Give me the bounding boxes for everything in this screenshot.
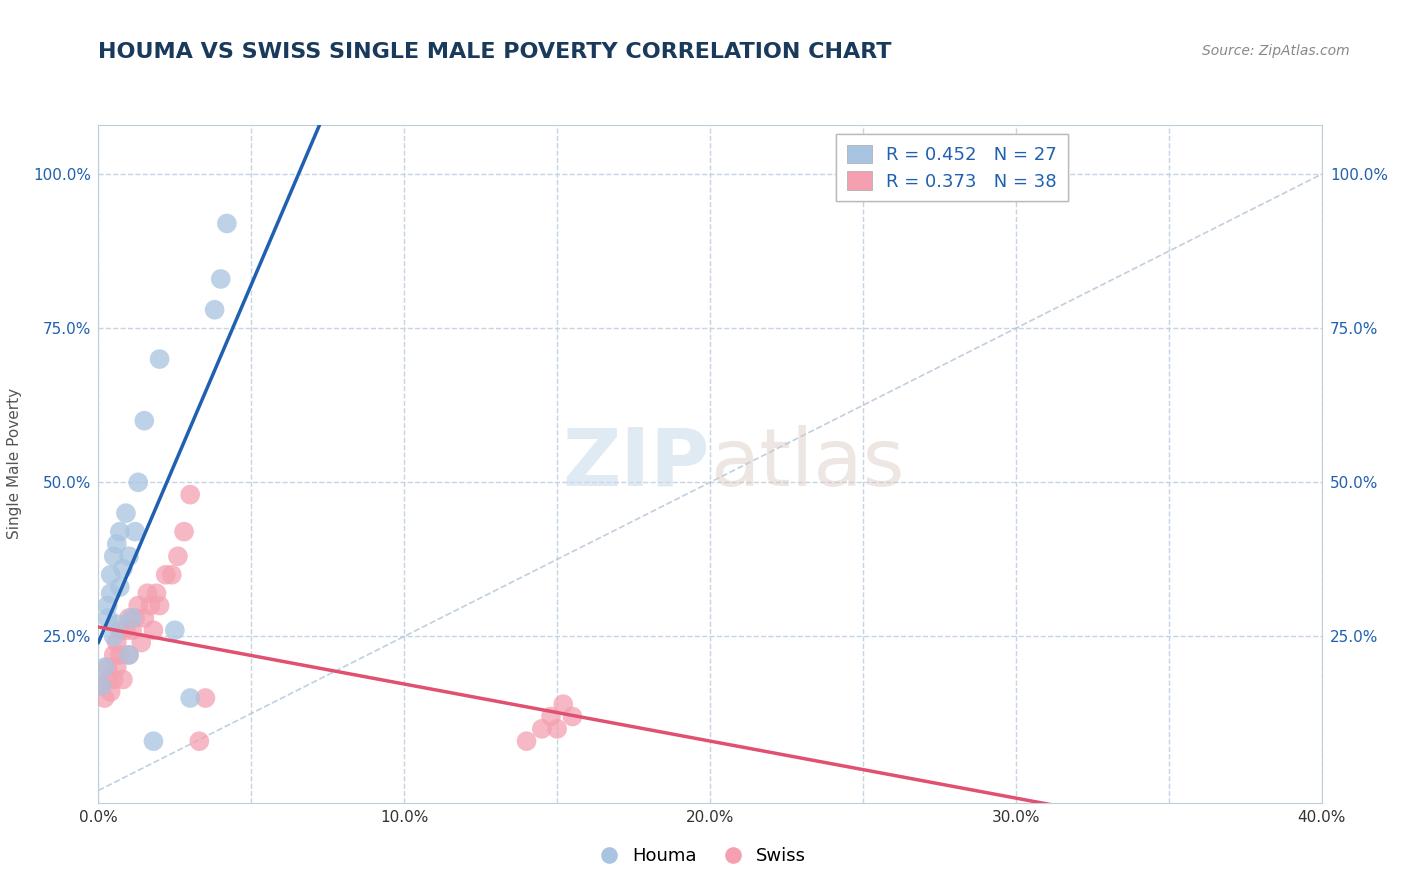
Point (149, 352, 172, 367)
Point (97, 599, 120, 613)
Text: ZIP: ZIP (562, 425, 710, 503)
Point (118, 648, 141, 662)
Point (160, 567, 183, 582)
Text: atlas: atlas (710, 425, 904, 503)
Point (124, 524, 146, 539)
Point (97, 673, 120, 687)
Point (194, 691, 217, 706)
Point (149, 599, 172, 613)
Point (127, 475, 149, 490)
Point (97, 611, 120, 625)
Point (108, 648, 131, 662)
Point (530, 722, 553, 736)
Point (105, 635, 128, 649)
Point (115, 506, 138, 520)
Point (167, 549, 190, 564)
Point (103, 673, 125, 687)
Point (540, 709, 562, 723)
Point (111, 561, 134, 575)
Point (121, 624, 143, 638)
Point (118, 549, 141, 564)
Point (105, 537, 128, 551)
Point (108, 524, 131, 539)
Point (134, 611, 156, 625)
Point (163, 624, 186, 638)
Point (105, 660, 128, 674)
Point (553, 697, 575, 711)
Point (105, 617, 128, 632)
Point (118, 648, 141, 662)
Point (108, 580, 131, 594)
Point (516, 734, 538, 748)
Point (97, 660, 120, 674)
Point (142, 734, 165, 748)
Point (188, 734, 211, 748)
Point (111, 673, 134, 687)
Point (115, 624, 138, 638)
Legend: Houma, Swiss: Houma, Swiss (591, 838, 815, 874)
Point (103, 629, 125, 643)
Point (142, 624, 165, 638)
Point (209, 272, 232, 286)
Point (215, 217, 238, 231)
Point (90, 679, 112, 693)
Y-axis label: Single Male Poverty: Single Male Poverty (7, 388, 22, 540)
Point (118, 611, 141, 625)
Point (108, 624, 131, 638)
Point (90, 679, 112, 693)
Point (121, 611, 143, 625)
Point (155, 567, 177, 582)
Point (103, 648, 125, 662)
Point (93, 660, 115, 674)
Point (204, 302, 226, 317)
Point (136, 586, 159, 600)
Point (134, 414, 156, 428)
Point (127, 599, 149, 613)
Point (100, 567, 122, 582)
Point (103, 549, 125, 564)
Point (173, 524, 195, 539)
Point (129, 635, 152, 649)
Point (561, 709, 583, 723)
Text: HOUMA VS SWISS SINGLE MALE POVERTY CORRELATION CHART: HOUMA VS SWISS SINGLE MALE POVERTY CORRE… (98, 43, 891, 62)
Point (100, 685, 122, 699)
Point (139, 599, 162, 613)
Point (179, 488, 201, 502)
Legend: R = 0.452   N = 27, R = 0.373   N = 38: R = 0.452 N = 27, R = 0.373 N = 38 (835, 134, 1069, 202)
Point (179, 691, 201, 706)
Point (124, 611, 146, 625)
Point (145, 586, 167, 600)
Text: Source: ZipAtlas.com: Source: ZipAtlas.com (1202, 44, 1350, 58)
Point (546, 722, 568, 736)
Point (100, 586, 122, 600)
Point (93, 691, 115, 706)
